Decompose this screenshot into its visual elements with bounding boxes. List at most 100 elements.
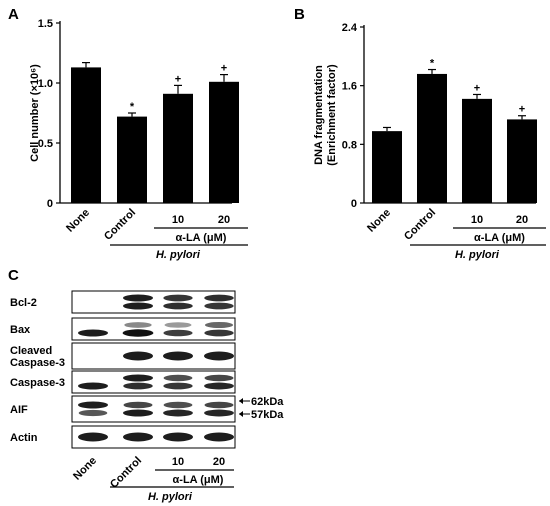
bar-0 — [71, 67, 101, 204]
protein-band — [123, 351, 153, 361]
protein-band — [123, 294, 153, 302]
protein-band — [123, 302, 153, 310]
protein-band — [123, 382, 153, 390]
bar-2 — [163, 93, 193, 203]
protein-band — [204, 302, 234, 310]
group-label: α-LA (μM) — [173, 474, 224, 486]
panel-a: A 0 0.5 1.0 1.5 Cell number (×10⁶) * + + None Cont… — [8, 6, 248, 261]
lane-label: 10 — [172, 456, 184, 468]
x-tick-label: None — [365, 207, 393, 235]
panel-letter: C — [8, 267, 19, 284]
significance-marker: * — [130, 101, 135, 113]
row-label: Actin — [10, 432, 38, 444]
protein-band — [124, 322, 152, 328]
blot-box — [71, 395, 236, 423]
protein-band — [204, 351, 234, 361]
bar-0 — [372, 131, 402, 203]
protein-band — [163, 432, 193, 442]
marker-arrowhead — [239, 411, 243, 417]
x-tick-label: 10 — [172, 214, 184, 226]
y-axis-label: (Enrichment factor) — [326, 64, 338, 166]
x-tick-label: 10 — [471, 214, 483, 226]
bars: * + + — [372, 58, 537, 203]
lane-label: Control — [108, 455, 144, 491]
protein-band — [123, 409, 153, 417]
protein-band — [204, 401, 234, 409]
y-tick-label: 1.5 — [38, 18, 53, 30]
hp-label: H. pylori — [156, 249, 201, 261]
row-label: Cleaved — [10, 345, 52, 357]
group-label: α-LA (μM) — [176, 232, 227, 244]
y-tick-label: 0.8 — [342, 139, 357, 151]
protein-band — [204, 374, 234, 382]
significance-marker: + — [474, 82, 480, 94]
protein-band — [123, 374, 153, 382]
panel-c: CBcl-2BaxCleavedCaspase-3Caspase-3AIFAct… — [8, 267, 284, 503]
y-tick-label: 1.6 — [342, 81, 357, 93]
y-tick-label: 0.5 — [38, 138, 53, 150]
group-label: α-LA (μM) — [474, 232, 525, 244]
y-tick-label: 1.0 — [38, 78, 53, 90]
y-axis-label: DNA fragmentation — [313, 65, 325, 165]
x-tick-label: Control — [102, 207, 138, 243]
blot-box — [71, 425, 236, 449]
protein-band — [204, 294, 234, 302]
molecular-weight-marker: 62kDa — [251, 396, 284, 408]
y-axis-label: Cell number (×10⁶) — [29, 64, 41, 162]
y-tick-label: 2.4 — [342, 22, 358, 34]
significance-marker: + — [221, 63, 227, 75]
protein-band — [78, 382, 108, 390]
marker-arrowhead — [239, 398, 243, 404]
panel-b: B 0 0.8 1.6 2.4 DNA fragmentation (Enrichment … — [294, 6, 546, 261]
bar-3 — [507, 119, 537, 203]
x-tick-label: Control — [402, 207, 438, 243]
bar-2 — [462, 98, 492, 203]
protein-band — [164, 322, 192, 328]
molecular-weight-marker: 57kDa — [251, 409, 284, 421]
panel-letter: A — [8, 6, 19, 23]
blot-row-5: Actin — [10, 425, 236, 449]
blot-row-3: Caspase-3 — [10, 370, 236, 394]
blot-row-4: AIF — [10, 395, 236, 423]
protein-band — [163, 401, 193, 409]
protein-band — [163, 409, 193, 417]
protein-band — [163, 302, 193, 310]
significance-marker: * — [430, 58, 435, 70]
blot-row-0: Bcl-2 — [10, 290, 236, 314]
row-label: Caspase-3 — [10, 357, 65, 369]
protein-band — [163, 351, 193, 361]
protein-band — [123, 432, 153, 442]
x-tick-label: 20 — [218, 214, 230, 226]
protein-band — [204, 409, 234, 417]
bar-3 — [209, 81, 239, 203]
protein-band — [163, 294, 193, 302]
blot-box — [71, 317, 236, 341]
protein-band — [204, 382, 234, 390]
bars: * + + — [71, 61, 239, 204]
protein-band — [78, 409, 108, 417]
row-label: Bcl-2 — [10, 297, 37, 309]
row-label: Bax — [10, 324, 31, 336]
hp-label: H. pylori — [455, 249, 500, 261]
y-tick-label: 0 — [47, 198, 53, 210]
protein-band — [163, 374, 193, 382]
row-label: Caspase-3 — [10, 377, 65, 389]
protein-band — [78, 432, 108, 442]
protein-band — [204, 432, 234, 442]
blot-box — [71, 290, 236, 314]
protein-band — [122, 329, 154, 337]
protein-band — [78, 329, 108, 337]
hp-label: H. pylori — [148, 491, 193, 503]
blot-box — [71, 370, 236, 394]
blot-row-1: Bax — [10, 317, 236, 341]
lane-label: 20 — [213, 456, 225, 468]
protein-band — [78, 401, 108, 409]
protein-band — [204, 329, 234, 337]
protein-band — [163, 382, 193, 390]
blot-membranes: Bcl-2BaxCleavedCaspase-3Caspase-3AIFActi… — [10, 290, 236, 449]
significance-marker: + — [519, 104, 525, 116]
significance-marker: + — [175, 73, 181, 85]
x-tick-label: None — [64, 207, 92, 235]
